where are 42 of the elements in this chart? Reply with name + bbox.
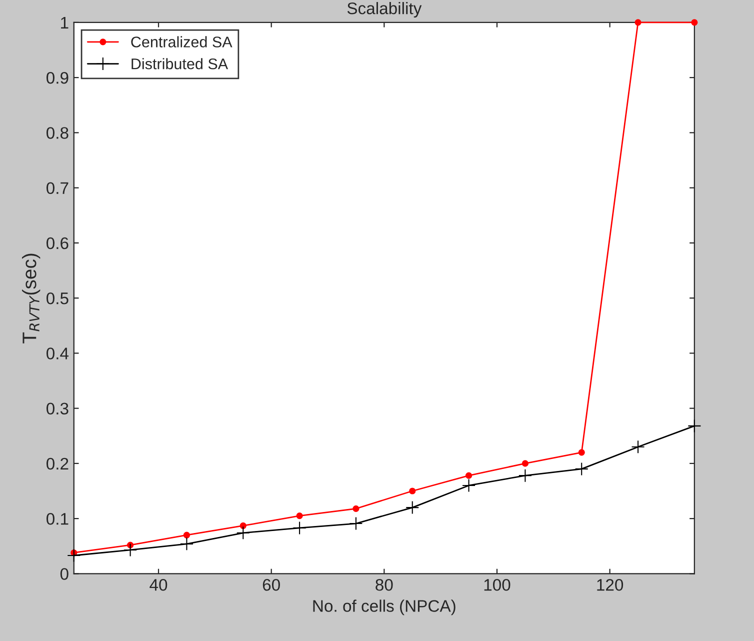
- y-tick-label: 0.3: [46, 402, 68, 415]
- point: [634, 19, 642, 26]
- point: [240, 522, 246, 530]
- point: [578, 449, 585, 456]
- point: [296, 512, 303, 520]
- x-tick-label: 120: [597, 578, 624, 591]
- point: [688, 419, 702, 433]
- point: [183, 532, 190, 538]
- point: [349, 516, 363, 530]
- y-tick-label: 0.8: [46, 127, 68, 139]
- point: [409, 488, 416, 494]
- y-tick-label: 0.4: [46, 348, 69, 360]
- point: [574, 462, 588, 476]
- y-tick-label: 0.6: [46, 237, 68, 250]
- point: [180, 537, 194, 551]
- x-axis-title: No. of cells (NPCA): [313, 600, 456, 616]
- point: [465, 472, 472, 479]
- y-tick-label: 1: [61, 17, 68, 28]
- legend-label: Centralized SA: [131, 36, 232, 48]
- point: [406, 500, 420, 514]
- x-tick-label: 60: [262, 578, 280, 591]
- y-tick-label: 0.7: [46, 182, 68, 194]
- point: [518, 468, 532, 482]
- y-tick-label: 0.5: [46, 292, 68, 304]
- point: [67, 548, 81, 562]
- point: [631, 440, 645, 454]
- y-tick-label: 0.1: [46, 512, 68, 525]
- point: [236, 526, 250, 540]
- point: [522, 460, 528, 467]
- y-tick-label: 0: [60, 568, 68, 580]
- x-tick-label: 80: [376, 578, 393, 591]
- y-axis-title: T$_{RVTY}$(sec): [22, 254, 40, 344]
- point: [292, 521, 306, 535]
- x-tick-label: 40: [150, 578, 168, 591]
- point: [352, 505, 360, 512]
- point: [124, 543, 138, 557]
- chart-title: Scalability: [347, 2, 422, 18]
- legend-label: Distributed SA: [132, 58, 228, 70]
- point: [462, 478, 476, 492]
- y-tick-label: 0.9: [46, 72, 68, 84]
- x-tick-label: 100: [484, 578, 510, 591]
- y-tick-label: 0.2: [46, 458, 68, 470]
